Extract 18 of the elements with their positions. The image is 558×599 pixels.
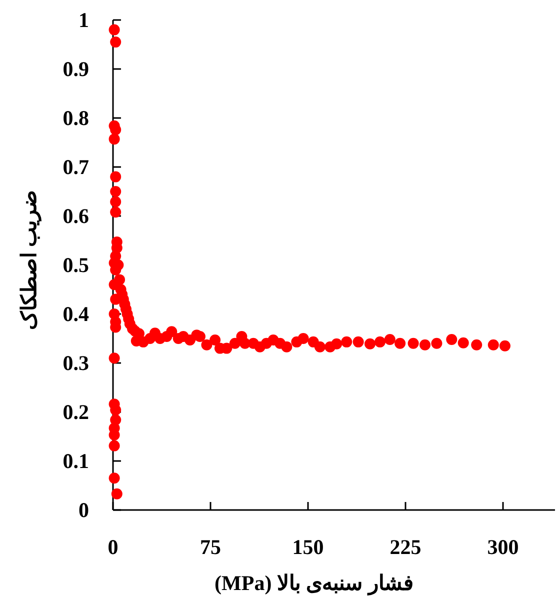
x-tick-label: 0 [108, 535, 118, 559]
y-tick-label: 0.9 [62, 57, 89, 81]
y-tick-label: 0.8 [62, 106, 89, 130]
y-tick-label: 0 [78, 498, 89, 522]
x-tick-label: 225 [390, 535, 422, 559]
y-tick-label: 1 [78, 8, 89, 32]
y-tick-label: 0.5 [62, 253, 89, 277]
y-tick-label: 0.4 [62, 302, 90, 326]
x-tick-label: 300 [487, 535, 519, 559]
y-tick-label: 0.7 [62, 155, 89, 179]
x-tick-label: 150 [292, 535, 324, 559]
y-tick-label: 0.3 [62, 351, 89, 375]
y-tick-label: 0.6 [62, 204, 89, 228]
x-tick-label: 75 [200, 535, 221, 559]
y-tick-label: 0.1 [62, 449, 89, 473]
y-tick-label: 0.2 [62, 400, 89, 424]
x-axis-title: فشار سنبه‌ی بالا (MPa) [214, 571, 414, 596]
y-axis-title: ضریب اصطکاک [17, 190, 42, 330]
